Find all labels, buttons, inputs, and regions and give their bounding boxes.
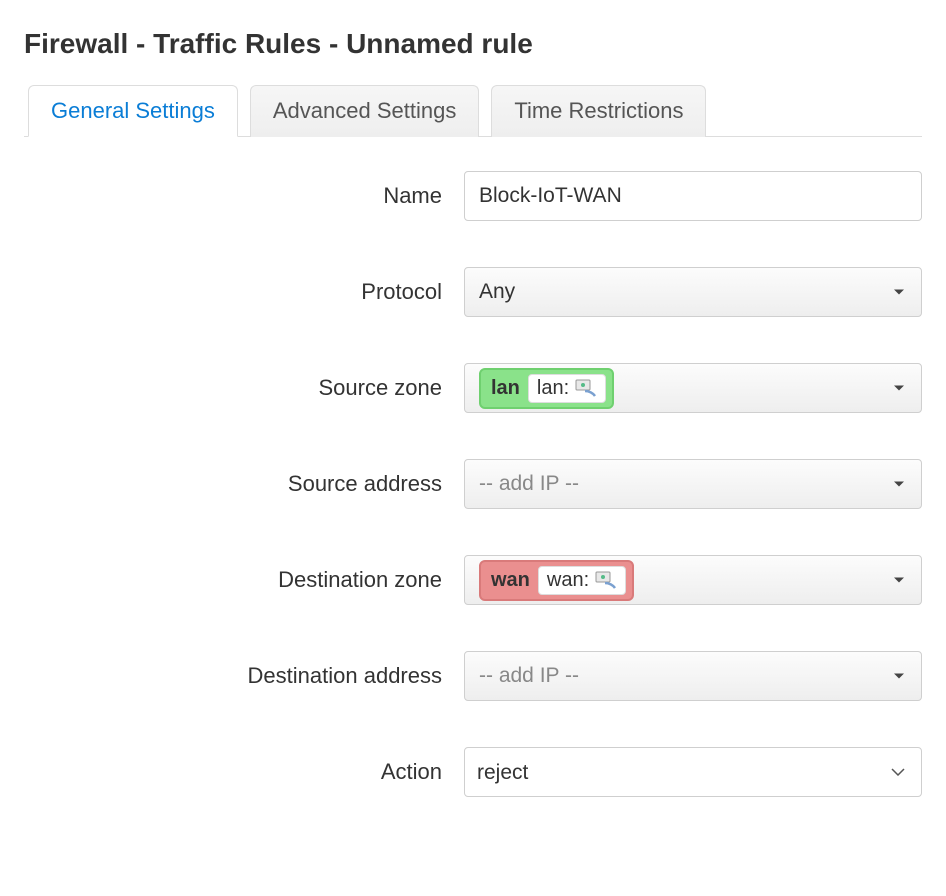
label-destination-address: Destination address bbox=[24, 663, 464, 689]
source-address-select[interactable]: -- add IP -- bbox=[464, 459, 922, 509]
row-destination-zone: Destination zone wan wan: bbox=[24, 555, 922, 605]
label-action: Action bbox=[24, 759, 464, 785]
protocol-select[interactable]: Any bbox=[464, 267, 922, 317]
label-source-zone: Source zone bbox=[24, 375, 464, 401]
tab-general-settings[interactable]: General Settings bbox=[28, 85, 238, 137]
interface-label: lan: bbox=[537, 377, 569, 400]
network-interface-icon bbox=[595, 571, 617, 589]
tab-advanced-settings[interactable]: Advanced Settings bbox=[250, 85, 479, 137]
destination-address-select[interactable]: -- add IP -- bbox=[464, 651, 922, 701]
zone-badge-wan: wan wan: bbox=[479, 560, 634, 601]
row-destination-address: Destination address -- add IP -- bbox=[24, 651, 922, 701]
protocol-value: Any bbox=[479, 280, 515, 304]
row-name: Name bbox=[24, 171, 922, 221]
label-destination-zone: Destination zone bbox=[24, 567, 464, 593]
destination-address-placeholder: -- add IP -- bbox=[479, 664, 579, 688]
name-input[interactable] bbox=[464, 171, 922, 221]
source-address-placeholder: -- add IP -- bbox=[479, 472, 579, 496]
row-source-address: Source address -- add IP -- bbox=[24, 459, 922, 509]
tabs: General Settings Advanced Settings Time … bbox=[24, 84, 922, 137]
row-action: Action reject bbox=[24, 747, 922, 797]
interface-label: wan: bbox=[547, 569, 589, 592]
destination-zone-select[interactable]: wan wan: bbox=[464, 555, 922, 605]
zone-name: lan bbox=[491, 377, 520, 400]
network-interface-icon bbox=[575, 379, 597, 397]
chevron-down-icon bbox=[893, 673, 905, 680]
chevron-down-icon bbox=[893, 289, 905, 296]
form: Name Protocol Any Source zone lan lan: bbox=[24, 171, 922, 797]
source-zone-select[interactable]: lan lan: bbox=[464, 363, 922, 413]
zone-name: wan bbox=[491, 569, 530, 592]
row-source-zone: Source zone lan lan: bbox=[24, 363, 922, 413]
zone-badge-lan: lan lan: bbox=[479, 368, 614, 409]
interface-chip: lan: bbox=[528, 374, 606, 403]
row-protocol: Protocol Any bbox=[24, 267, 922, 317]
label-name: Name bbox=[24, 183, 464, 209]
page-title: Firewall - Traffic Rules - Unnamed rule bbox=[24, 28, 922, 60]
label-source-address: Source address bbox=[24, 471, 464, 497]
action-select[interactable]: reject bbox=[464, 747, 922, 797]
chevron-down-icon bbox=[893, 577, 905, 584]
chevron-down-icon bbox=[893, 385, 905, 392]
tab-time-restrictions[interactable]: Time Restrictions bbox=[491, 85, 706, 137]
chevron-down-icon bbox=[893, 481, 905, 488]
label-protocol: Protocol bbox=[24, 279, 464, 305]
interface-chip: wan: bbox=[538, 566, 626, 595]
